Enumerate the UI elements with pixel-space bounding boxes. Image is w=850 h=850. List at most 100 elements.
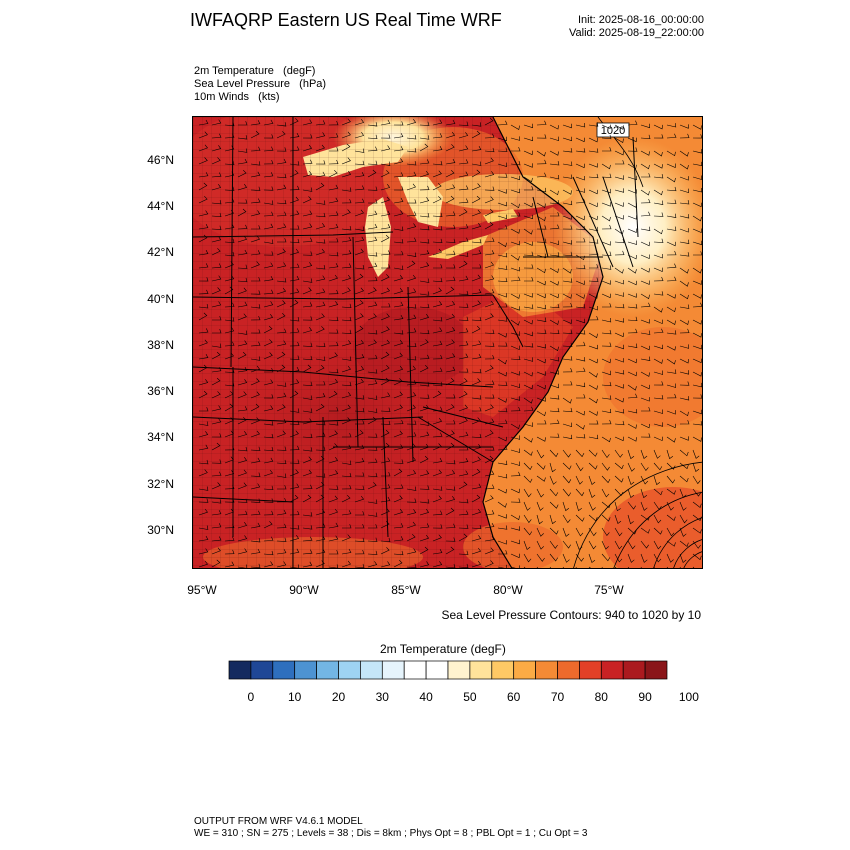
wind-barb (484, 342, 495, 347)
wind-barb (471, 456, 481, 464)
wind-barb (601, 251, 612, 256)
wind-barb (406, 328, 417, 334)
wind-barb (601, 408, 612, 414)
wind-barb (393, 444, 404, 451)
wind-barb (575, 163, 585, 169)
wind-barb (497, 173, 508, 178)
lon-label: 85°W (391, 583, 421, 597)
wind-barb (328, 263, 339, 269)
wind-barb (588, 344, 598, 350)
wind-barb (562, 240, 573, 245)
colorbar-swatch (294, 660, 317, 680)
wind-barb (471, 325, 481, 334)
wind-barb (666, 514, 676, 521)
wind-barb (692, 302, 702, 308)
wind-barb (198, 312, 208, 321)
wind-barb (445, 144, 455, 152)
wind-barb (432, 406, 443, 412)
wind-barb (497, 265, 508, 270)
wind-barb (276, 173, 287, 179)
wind-barb (497, 214, 507, 220)
wind-barb (263, 275, 274, 282)
wind-barb (393, 365, 404, 373)
contour-note: Sea Level Pressure Contours: 940 to 1020… (441, 608, 702, 622)
wind-barb (315, 494, 325, 503)
wind-barb (198, 119, 209, 126)
wind-barb (575, 367, 586, 373)
wind-barb (498, 550, 508, 555)
wind-barb (315, 171, 326, 178)
wind-barb (250, 510, 261, 516)
wind-barb (653, 174, 664, 179)
wind-barb (562, 540, 571, 549)
wind-barb (367, 395, 378, 400)
wind-barb (666, 306, 676, 313)
footer-model: OUTPUT FROM WRF V4.6.1 MODEL (194, 816, 363, 827)
wind-barb (445, 353, 456, 360)
colorbar-tick-label: 60 (507, 690, 521, 704)
wind-barb (471, 195, 481, 204)
wind-barb (484, 394, 495, 399)
wind-barb (458, 510, 469, 516)
wind-barb (289, 408, 300, 413)
wind-barb (549, 462, 556, 473)
wind-barb (315, 455, 325, 464)
wind-barb (471, 145, 482, 152)
wind-barb (250, 430, 260, 438)
wind-barb (640, 475, 649, 485)
wind-barb (562, 267, 572, 274)
wind-barb (640, 293, 650, 300)
wind-barb (406, 314, 417, 321)
wind-barb (276, 404, 286, 412)
wind-barb (484, 117, 494, 126)
wind-barb (263, 421, 274, 426)
wind-barb (250, 146, 261, 152)
wind-barb (614, 124, 624, 130)
wind-barb (211, 157, 221, 165)
wind-barb (198, 508, 208, 516)
wind-barb (640, 397, 650, 402)
wind-barb (471, 300, 481, 308)
wind-barb (484, 237, 495, 243)
wind-barb (341, 404, 351, 412)
wind-barb (549, 553, 559, 562)
wind-barb (497, 342, 508, 347)
wind-barb (445, 366, 456, 373)
wind-barb (354, 365, 365, 373)
wind-barb (614, 238, 625, 244)
colorbar-swatch (403, 660, 427, 680)
colorbar-tick-label: 70 (550, 690, 565, 704)
wind-barb (679, 280, 689, 287)
wind-barb (250, 403, 260, 412)
wind-barb (510, 160, 521, 166)
wind-barb (393, 559, 403, 568)
wind-barb (510, 228, 520, 234)
wind-barb (653, 150, 663, 157)
wind-barb (679, 540, 689, 547)
wind-barb (263, 379, 274, 386)
wind-barb (263, 521, 273, 529)
wind-barb (562, 302, 573, 308)
wind-barb (445, 169, 455, 178)
wind-barb (692, 514, 702, 521)
wind-barb (510, 406, 521, 412)
wind-barb (471, 368, 482, 374)
wind-barb (211, 351, 221, 360)
wind-barb (549, 174, 560, 180)
wind-barb (458, 237, 469, 243)
wind-barb (354, 299, 364, 308)
wind-barb (614, 397, 624, 403)
wind-barb (302, 561, 313, 568)
wind-barb (523, 186, 534, 191)
lat-label: 42°N (147, 245, 174, 259)
wind-barb (367, 287, 377, 295)
wind-barb (263, 498, 274, 503)
wind-barb (523, 241, 533, 246)
wind-barb (549, 293, 559, 299)
wind-barb (575, 198, 586, 204)
wind-barb (198, 498, 209, 503)
wind-barb (367, 446, 378, 451)
wind-barb (498, 303, 508, 308)
wind-barb (224, 327, 235, 334)
wind-barb (471, 417, 481, 425)
